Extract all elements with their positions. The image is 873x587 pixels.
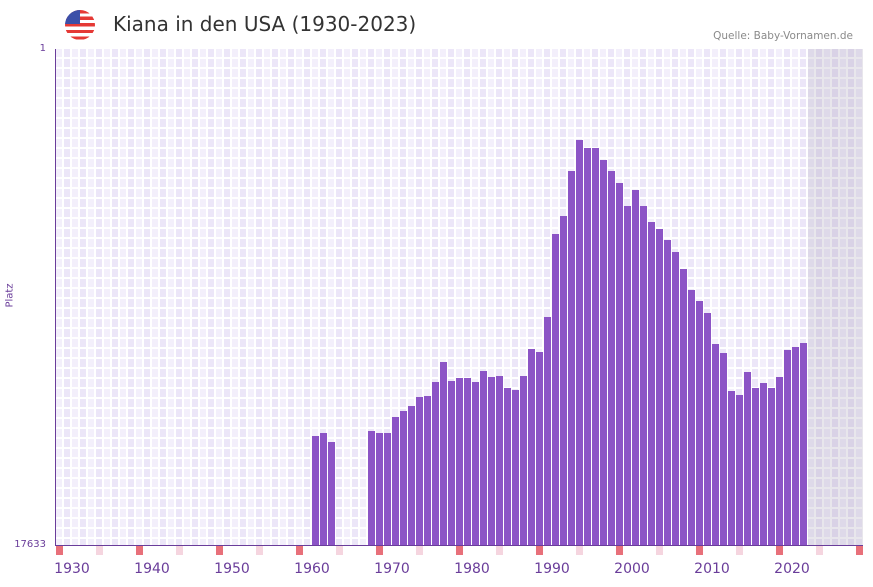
bar-1984[interactable] [504, 387, 511, 545]
x-marker-2018 [776, 546, 783, 555]
bar-1994[interactable] [584, 147, 591, 545]
bar-2020[interactable] [792, 347, 799, 545]
bar-2012[interactable] [728, 390, 735, 545]
bar-1993[interactable] [576, 139, 583, 545]
x-marker-1993 [576, 546, 583, 555]
x-marker-1963 [336, 546, 343, 555]
x-tick-label: 1930 [54, 561, 90, 577]
bar-1974[interactable] [424, 396, 431, 545]
bar-2011[interactable] [720, 353, 727, 545]
bar-1997[interactable] [608, 170, 615, 545]
bar-1998[interactable] [616, 182, 623, 545]
x-marker-1953 [256, 546, 263, 555]
x-marker-1983 [496, 546, 503, 555]
x-tick-label: 2010 [694, 561, 730, 577]
bar-2010[interactable] [712, 343, 719, 545]
bar-1970[interactable] [392, 416, 399, 545]
bar-2002[interactable] [648, 221, 655, 545]
x-marker-1928 [56, 546, 63, 555]
bar-2001[interactable] [640, 205, 647, 545]
bar-2021[interactable] [800, 343, 807, 545]
bar-2004[interactable] [664, 239, 671, 545]
us-flag-icon [65, 10, 95, 40]
bar-1961[interactable] [320, 433, 327, 545]
x-tick-label: 2000 [614, 561, 650, 577]
x-marker-2028 [856, 546, 863, 555]
bar-1975[interactable] [432, 381, 439, 545]
future-shaded-region [808, 49, 863, 545]
x-axis-line [55, 545, 863, 546]
bar-1967[interactable] [368, 431, 375, 545]
bar-1983[interactable] [496, 375, 503, 545]
x-tick-label: 1940 [134, 561, 170, 577]
y-axis-label: Platz [4, 283, 16, 308]
x-tick-label: 1970 [374, 561, 410, 577]
bar-1969[interactable] [384, 433, 391, 545]
bar-2019[interactable] [784, 350, 791, 545]
bar-1999[interactable] [624, 205, 631, 545]
bar-1995[interactable] [592, 147, 599, 545]
x-marker-2023 [816, 546, 823, 555]
source-link[interactable]: Quelle: Baby-Vornamen.de [713, 30, 853, 42]
bar-2014[interactable] [744, 371, 751, 545]
bar-1977[interactable] [448, 380, 455, 545]
bar-1962[interactable] [328, 441, 335, 545]
x-marker-1978 [456, 546, 463, 555]
bar-1980[interactable] [472, 381, 479, 545]
x-marker-1998 [616, 546, 623, 555]
x-marker-1938 [136, 546, 143, 555]
bar-1987[interactable] [528, 348, 535, 545]
bar-2009[interactable] [704, 312, 711, 545]
bar-1968[interactable] [376, 433, 383, 545]
bar-1992[interactable] [568, 170, 575, 545]
x-tick-label: 1960 [294, 561, 330, 577]
x-tick-label: 2020 [774, 561, 810, 577]
y-tick-label-min: 17633 [14, 539, 46, 550]
bar-2013[interactable] [736, 395, 743, 545]
bar-1991[interactable] [560, 216, 567, 545]
x-marker-2013 [736, 546, 743, 555]
x-marker-1988 [536, 546, 543, 555]
y-axis-line [55, 49, 56, 546]
bar-1981[interactable] [480, 370, 487, 545]
bar-1960[interactable] [312, 435, 319, 545]
bar-2003[interactable] [656, 229, 663, 545]
x-marker-1943 [176, 546, 183, 555]
bar-1985[interactable] [512, 389, 519, 545]
bar-2006[interactable] [680, 268, 687, 545]
bar-2000[interactable] [632, 189, 639, 545]
x-marker-2008 [696, 546, 703, 555]
bar-1988[interactable] [536, 352, 543, 545]
x-marker-1968 [376, 546, 383, 555]
bar-1978[interactable] [456, 378, 463, 545]
bar-1979[interactable] [464, 378, 471, 545]
bar-2007[interactable] [688, 290, 695, 545]
bar-1976[interactable] [440, 361, 447, 545]
bar-1990[interactable] [552, 233, 559, 545]
bar-1971[interactable] [400, 411, 407, 545]
bar-2017[interactable] [768, 387, 775, 545]
bar-1972[interactable] [408, 405, 415, 545]
bar-2015[interactable] [752, 387, 759, 545]
x-tick-label: 1980 [454, 561, 490, 577]
bar-2018[interactable] [776, 377, 783, 545]
bar-2008[interactable] [696, 301, 703, 545]
chart-title: Kiana in den USA (1930-2023) [113, 12, 417, 36]
x-marker-2003 [656, 546, 663, 555]
x-marker-1948 [216, 546, 223, 555]
bar-1986[interactable] [520, 375, 527, 545]
x-tick-label: 1950 [214, 561, 250, 577]
x-tick-label: 1990 [534, 561, 570, 577]
x-marker-1933 [96, 546, 103, 555]
x-marker-1958 [296, 546, 303, 555]
bar-1973[interactable] [416, 396, 423, 545]
bar-1982[interactable] [488, 377, 495, 545]
bar-1996[interactable] [600, 160, 607, 545]
y-tick-label-max: 1 [39, 43, 46, 54]
x-marker-1973 [416, 546, 423, 555]
bar-2016[interactable] [760, 382, 767, 545]
bar-1989[interactable] [544, 317, 551, 545]
bar-2005[interactable] [672, 252, 679, 545]
